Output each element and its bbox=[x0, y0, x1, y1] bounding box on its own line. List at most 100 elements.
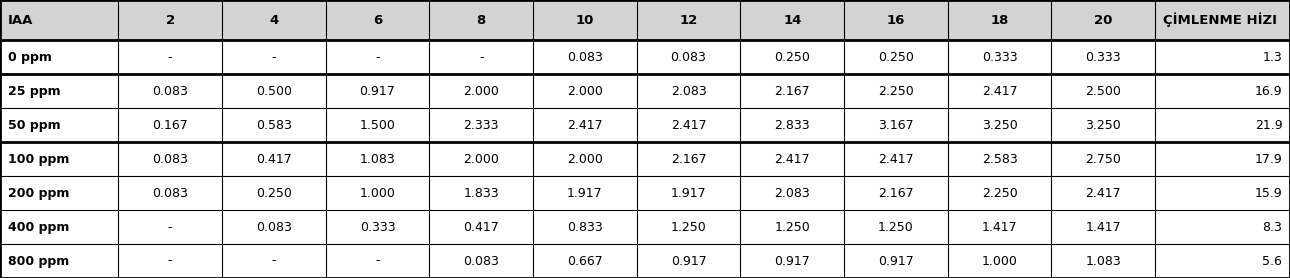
Text: -: - bbox=[479, 51, 484, 64]
Bar bbox=[222, 0, 325, 40]
Bar bbox=[325, 108, 430, 142]
Bar bbox=[0, 40, 119, 74]
Bar bbox=[119, 244, 222, 278]
Text: 2.000: 2.000 bbox=[463, 153, 499, 166]
Text: 3.167: 3.167 bbox=[878, 119, 913, 132]
Text: 50 ppm: 50 ppm bbox=[8, 119, 61, 132]
Bar bbox=[844, 74, 948, 108]
Text: -: - bbox=[375, 255, 379, 267]
Bar bbox=[222, 176, 325, 210]
Bar bbox=[533, 74, 637, 108]
Text: 0.500: 0.500 bbox=[255, 85, 292, 98]
Text: 0.083: 0.083 bbox=[566, 51, 602, 64]
Text: 0.083: 0.083 bbox=[152, 85, 188, 98]
Bar bbox=[430, 108, 533, 142]
Text: 2.167: 2.167 bbox=[774, 85, 810, 98]
Bar bbox=[740, 244, 844, 278]
Bar bbox=[948, 108, 1051, 142]
Text: 2.417: 2.417 bbox=[671, 119, 707, 132]
Bar bbox=[740, 176, 844, 210]
Bar bbox=[637, 108, 740, 142]
Text: 2.083: 2.083 bbox=[774, 187, 810, 200]
Bar bbox=[325, 0, 430, 40]
Text: 14: 14 bbox=[783, 14, 801, 27]
Text: 1.000: 1.000 bbox=[982, 255, 1018, 267]
Text: 2.417: 2.417 bbox=[568, 119, 602, 132]
Bar bbox=[325, 142, 430, 176]
Text: 0.917: 0.917 bbox=[671, 255, 707, 267]
Text: 0.833: 0.833 bbox=[568, 220, 602, 234]
Bar bbox=[0, 244, 119, 278]
Bar bbox=[1155, 74, 1290, 108]
Text: -: - bbox=[168, 51, 173, 64]
Text: 0.917: 0.917 bbox=[360, 85, 395, 98]
Bar bbox=[222, 142, 325, 176]
Bar bbox=[119, 0, 222, 40]
Bar bbox=[222, 40, 325, 74]
Text: 2.167: 2.167 bbox=[671, 153, 707, 166]
Bar bbox=[119, 142, 222, 176]
Bar bbox=[0, 0, 119, 40]
Bar bbox=[844, 40, 948, 74]
Text: 8.3: 8.3 bbox=[1263, 220, 1282, 234]
Bar bbox=[1051, 142, 1155, 176]
Text: 1.083: 1.083 bbox=[360, 153, 395, 166]
Bar bbox=[430, 210, 533, 244]
Bar bbox=[222, 108, 325, 142]
Text: 0.167: 0.167 bbox=[152, 119, 188, 132]
Text: 3.250: 3.250 bbox=[1085, 119, 1121, 132]
Text: 0.583: 0.583 bbox=[255, 119, 292, 132]
Text: 1.250: 1.250 bbox=[671, 220, 707, 234]
Text: 18: 18 bbox=[991, 14, 1009, 27]
Text: 0.667: 0.667 bbox=[568, 255, 602, 267]
Bar bbox=[844, 176, 948, 210]
Text: 2.833: 2.833 bbox=[774, 119, 810, 132]
Bar bbox=[948, 40, 1051, 74]
Bar bbox=[430, 74, 533, 108]
Bar bbox=[637, 40, 740, 74]
Bar bbox=[119, 210, 222, 244]
Text: -: - bbox=[271, 51, 276, 64]
Text: 0.917: 0.917 bbox=[774, 255, 810, 267]
Bar bbox=[222, 210, 325, 244]
Bar bbox=[119, 40, 222, 74]
Text: 1.417: 1.417 bbox=[1085, 220, 1121, 234]
Bar bbox=[0, 108, 119, 142]
Text: 2.417: 2.417 bbox=[982, 85, 1018, 98]
Text: 2.500: 2.500 bbox=[1085, 85, 1121, 98]
Text: -: - bbox=[375, 51, 379, 64]
Bar bbox=[1155, 244, 1290, 278]
Bar bbox=[948, 244, 1051, 278]
Text: 3.250: 3.250 bbox=[982, 119, 1018, 132]
Bar bbox=[119, 108, 222, 142]
Bar bbox=[1051, 74, 1155, 108]
Bar bbox=[1051, 176, 1155, 210]
Text: 25 ppm: 25 ppm bbox=[8, 85, 61, 98]
Text: 1.500: 1.500 bbox=[360, 119, 396, 132]
Text: -: - bbox=[168, 220, 173, 234]
Bar bbox=[0, 74, 119, 108]
Text: 2.083: 2.083 bbox=[671, 85, 707, 98]
Bar bbox=[222, 244, 325, 278]
Bar bbox=[533, 244, 637, 278]
Text: 1.917: 1.917 bbox=[568, 187, 602, 200]
Bar bbox=[1155, 40, 1290, 74]
Text: 0.417: 0.417 bbox=[463, 220, 499, 234]
Bar bbox=[844, 244, 948, 278]
Bar bbox=[0, 210, 119, 244]
Text: 12: 12 bbox=[680, 14, 698, 27]
Bar bbox=[948, 0, 1051, 40]
Bar bbox=[1051, 244, 1155, 278]
Text: -: - bbox=[271, 255, 276, 267]
Bar bbox=[844, 142, 948, 176]
Text: 2.333: 2.333 bbox=[463, 119, 499, 132]
Bar bbox=[740, 210, 844, 244]
Bar bbox=[533, 40, 637, 74]
Text: 2.417: 2.417 bbox=[774, 153, 810, 166]
Text: 2.750: 2.750 bbox=[1085, 153, 1121, 166]
Text: 0.250: 0.250 bbox=[878, 51, 913, 64]
Text: 15.9: 15.9 bbox=[1254, 187, 1282, 200]
Text: 6: 6 bbox=[373, 14, 382, 27]
Text: 2.250: 2.250 bbox=[982, 187, 1018, 200]
Bar bbox=[844, 0, 948, 40]
